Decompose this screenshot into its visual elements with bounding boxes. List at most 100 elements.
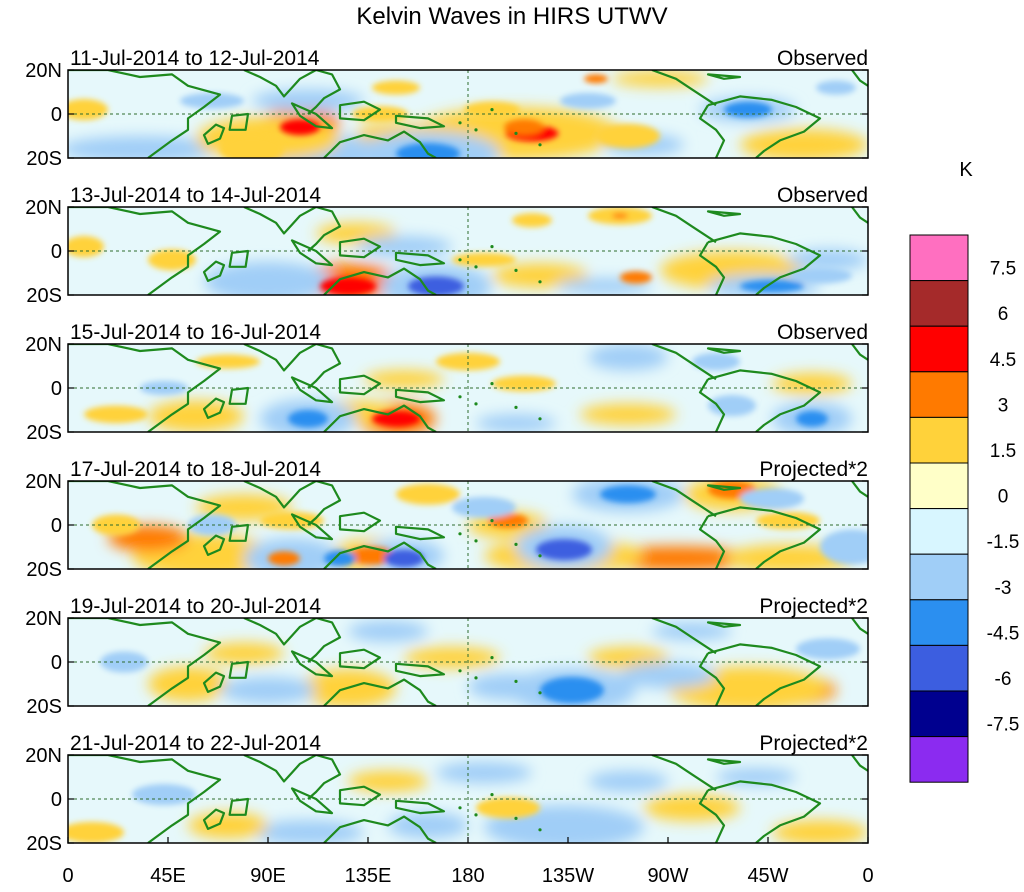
panel-type-label: Projected*2 bbox=[759, 458, 868, 481]
island bbox=[514, 405, 518, 409]
colorbar-swatch bbox=[909, 644, 969, 692]
colorbar-swatch bbox=[909, 599, 969, 646]
anomaly-blob bbox=[204, 261, 332, 295]
island bbox=[458, 669, 462, 673]
anomaly-blob bbox=[816, 80, 856, 95]
panel-period-label: 15-Jul-2014 to 16-Jul-2014 bbox=[70, 321, 321, 344]
anomaly-blob bbox=[280, 119, 320, 136]
map-panel: 20N 0 20S 13-Jul-2014 to 14-Jul-2014 Observe… bbox=[25, 184, 869, 307]
y-tick-label: 0 bbox=[51, 515, 62, 537]
y-tick-label: 20N bbox=[25, 334, 62, 356]
panel-stack: 20N 0 20S 11-Jul-2014 to 12-Jul-2014 Observe… bbox=[25, 47, 869, 855]
panel-period-label: 17-Jul-2014 to 18-Jul-2014 bbox=[70, 458, 321, 481]
anomaly-blob bbox=[536, 539, 592, 561]
colorbar-level-label: 3 bbox=[998, 395, 1009, 416]
anomaly-blob bbox=[436, 762, 532, 784]
x-tick-label: 135W bbox=[542, 865, 594, 887]
coastlines bbox=[68, 70, 868, 158]
island bbox=[538, 691, 542, 695]
anomaly-blob bbox=[612, 213, 628, 219]
island bbox=[474, 676, 478, 680]
colorbar-swatch bbox=[909, 736, 969, 783]
panel-period-label: 13-Jul-2014 to 14-Jul-2014 bbox=[70, 184, 321, 207]
anomaly-blob bbox=[68, 99, 108, 121]
anomaly-blob bbox=[756, 511, 820, 530]
colorbar-swatch bbox=[909, 553, 969, 601]
y-tick-label: 20N bbox=[25, 60, 62, 82]
y-tick-label: 0 bbox=[51, 104, 62, 126]
island bbox=[474, 539, 478, 543]
anomaly-blob bbox=[396, 143, 460, 158]
island bbox=[538, 280, 542, 284]
y-tick-label: 0 bbox=[51, 241, 62, 263]
figure-title: Kelvin Waves in HIRS UTWV bbox=[356, 3, 667, 30]
anomaly-blob bbox=[196, 494, 292, 521]
anomaly-blob bbox=[372, 80, 420, 95]
panel-type-label: Projected*2 bbox=[759, 732, 868, 755]
colorbar-level-label: -6 bbox=[995, 669, 1012, 690]
anomaly-blob bbox=[148, 400, 244, 432]
island bbox=[474, 265, 478, 269]
anomaly-blob bbox=[492, 375, 556, 392]
anomaly-blob bbox=[288, 410, 328, 428]
island bbox=[538, 554, 542, 558]
panel-type-label: Projected*2 bbox=[759, 595, 868, 618]
anomaly-blob bbox=[476, 414, 556, 432]
island bbox=[458, 395, 462, 399]
anomaly-blob bbox=[252, 820, 364, 843]
anomaly-blob bbox=[772, 820, 868, 843]
island bbox=[538, 417, 542, 421]
y-tick-label: 20N bbox=[25, 471, 62, 493]
colorbar-level-label: -4.5 bbox=[987, 623, 1020, 644]
colorbar-swatch bbox=[909, 234, 969, 282]
island bbox=[514, 816, 518, 820]
coastlines bbox=[68, 755, 868, 843]
anomaly-blob bbox=[364, 370, 444, 389]
island bbox=[490, 245, 494, 249]
island bbox=[458, 258, 462, 262]
island bbox=[458, 121, 462, 125]
map-panel: 20N 0 20S 11-Jul-2014 to 12-Jul-2014 Observe… bbox=[25, 47, 869, 170]
y-tick-label: 0 bbox=[51, 652, 62, 674]
anomaly-blob bbox=[796, 410, 828, 427]
anomaly-blob bbox=[620, 662, 716, 689]
anomaly-blob bbox=[504, 119, 544, 136]
anomaly-field bbox=[188, 762, 868, 843]
x-tick-label: 45W bbox=[747, 865, 788, 887]
anomaly-blob bbox=[512, 213, 552, 228]
anomaly-blob bbox=[620, 271, 652, 284]
coastlines bbox=[68, 618, 868, 706]
anomaly-blob bbox=[588, 647, 668, 669]
colorbar-level-label: 4.5 bbox=[990, 350, 1016, 371]
anomaly-blob bbox=[708, 395, 756, 417]
y-tick-label: 0 bbox=[51, 789, 62, 811]
island bbox=[474, 813, 478, 817]
anomaly-blob bbox=[348, 620, 428, 642]
coastlines bbox=[68, 481, 868, 569]
colorbar-level-label: 0 bbox=[998, 487, 1009, 508]
anomaly-blob bbox=[820, 529, 868, 565]
panel-period-label: 11-Jul-2014 to 12-Jul-2014 bbox=[70, 47, 320, 70]
anomaly-blob bbox=[560, 92, 616, 109]
anomaly-blob bbox=[600, 485, 656, 504]
island bbox=[474, 402, 478, 406]
anomaly-blob bbox=[68, 136, 220, 158]
panel-type-label: Observed bbox=[777, 321, 868, 344]
map-panel: 20N 0 20S 21-Jul-2014 to 22-Jul-2014 Project… bbox=[25, 732, 869, 855]
anomaly-blob bbox=[476, 797, 540, 819]
anomaly-blob bbox=[740, 280, 804, 293]
anomaly-blob bbox=[372, 410, 420, 427]
y-tick-label: 20S bbox=[26, 285, 62, 307]
anomaly-blob bbox=[204, 642, 284, 664]
coastlines bbox=[68, 207, 868, 295]
colorbar-level-label: 1.5 bbox=[990, 441, 1016, 462]
island bbox=[514, 542, 518, 546]
anomaly-blob bbox=[84, 405, 148, 424]
colorbar-swatch bbox=[909, 690, 969, 738]
map-panel: 20N 0 20S 15-Jul-2014 to 16-Jul-2014 Observe… bbox=[25, 321, 869, 444]
anomaly-blob bbox=[268, 551, 300, 566]
anomaly-blob bbox=[724, 101, 772, 118]
anomaly-blob bbox=[588, 770, 668, 792]
island bbox=[514, 679, 518, 683]
